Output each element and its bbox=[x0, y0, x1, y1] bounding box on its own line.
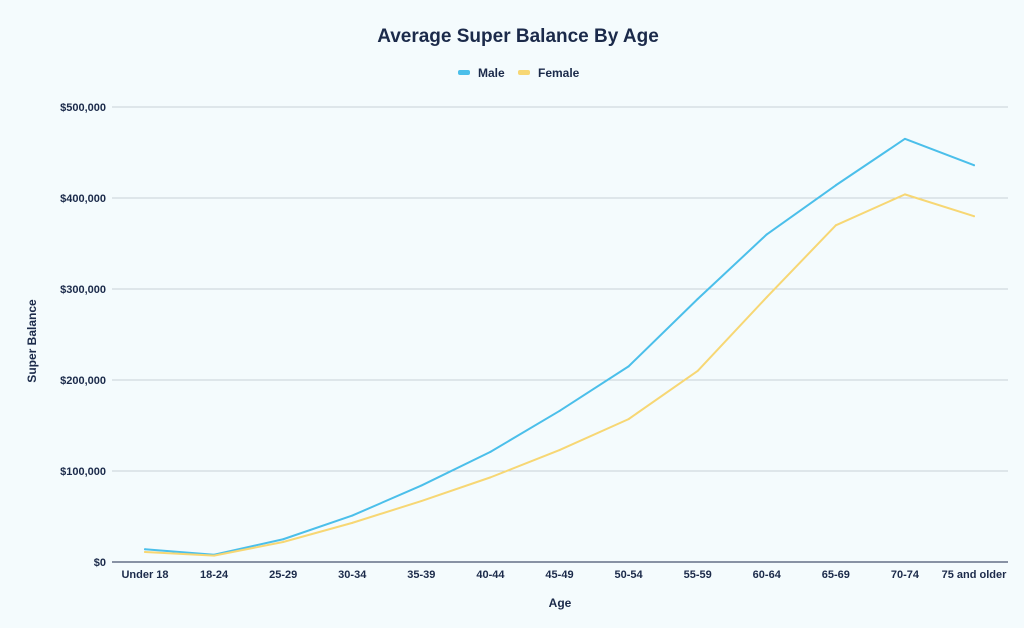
legend: Male Female bbox=[458, 66, 580, 80]
series-layer bbox=[144, 137, 975, 557]
x-tick-label: 25-29 bbox=[269, 569, 297, 581]
data-point-female bbox=[144, 550, 146, 553]
y-tick-label: $200,000 bbox=[60, 375, 106, 387]
data-point-male bbox=[420, 484, 423, 487]
data-point-male bbox=[282, 538, 285, 541]
data-point-male bbox=[627, 365, 630, 368]
y-tick-label: $500,000 bbox=[60, 102, 106, 114]
legend-item-male[interactable]: Male bbox=[458, 66, 505, 80]
x-tick-label: 55-59 bbox=[684, 569, 712, 581]
data-point-female bbox=[973, 215, 975, 218]
x-axis-label: Age bbox=[549, 596, 572, 610]
legend-item-female[interactable]: Female bbox=[518, 66, 580, 80]
data-point-male bbox=[351, 514, 354, 517]
data-point-male bbox=[765, 233, 768, 236]
data-point-female bbox=[627, 418, 630, 421]
x-tick-label: Under 18 bbox=[121, 569, 168, 581]
chart-title: Average Super Balance By Age bbox=[377, 26, 659, 47]
x-tick-label: 30-34 bbox=[338, 569, 367, 581]
data-point-male bbox=[144, 548, 146, 551]
legend-swatch bbox=[458, 70, 470, 75]
y-tick-label: $400,000 bbox=[60, 193, 106, 205]
data-point-female bbox=[489, 476, 492, 479]
data-point-female bbox=[558, 449, 561, 452]
data-point-female bbox=[420, 500, 423, 503]
x-axis-ticks: Under 18 18-24 25-29 30-34 35-39 40-44 45-49 50… bbox=[121, 569, 1007, 581]
x-tick-label: 75 and older bbox=[942, 569, 1008, 581]
series-line-male bbox=[144, 137, 975, 556]
data-point-male bbox=[973, 164, 975, 167]
y-tick-label: $100,000 bbox=[60, 466, 106, 478]
y-axis-ticks: $0 $100,000 $200,000 $300,000 $400,000 $500,0… bbox=[60, 102, 106, 569]
data-point-male bbox=[903, 137, 906, 140]
data-point-female bbox=[834, 224, 837, 227]
series-female bbox=[144, 193, 975, 557]
gridlines bbox=[112, 106, 1008, 563]
legend-label: Male bbox=[478, 66, 505, 80]
legend-swatch bbox=[518, 70, 530, 75]
x-tick-label: 65-69 bbox=[822, 569, 850, 581]
series-male bbox=[144, 137, 975, 556]
data-point-female bbox=[351, 521, 354, 524]
legend-label: Female bbox=[538, 66, 580, 80]
x-tick-label: 40-44 bbox=[476, 569, 505, 581]
data-point-female bbox=[765, 296, 768, 299]
data-point-male bbox=[696, 298, 699, 301]
x-tick-label: 60-64 bbox=[753, 569, 782, 581]
y-axis-label: Super Balance bbox=[25, 299, 39, 383]
x-tick-label: 45-49 bbox=[545, 569, 573, 581]
data-point-female bbox=[696, 369, 699, 372]
x-tick-label: 70-74 bbox=[891, 569, 920, 581]
x-tick-label: 35-39 bbox=[407, 569, 435, 581]
x-tick-label: 18-24 bbox=[200, 569, 229, 581]
y-tick-label: $300,000 bbox=[60, 284, 106, 296]
x-tick-label: 50-54 bbox=[615, 569, 644, 581]
y-tick-label: $0 bbox=[94, 557, 106, 569]
data-point-male bbox=[489, 450, 492, 453]
data-point-male bbox=[558, 409, 561, 412]
data-point-female bbox=[213, 554, 216, 557]
data-point-female bbox=[903, 193, 906, 196]
series-line-female bbox=[144, 193, 975, 557]
data-point-female bbox=[282, 540, 285, 543]
data-point-male bbox=[834, 184, 837, 187]
